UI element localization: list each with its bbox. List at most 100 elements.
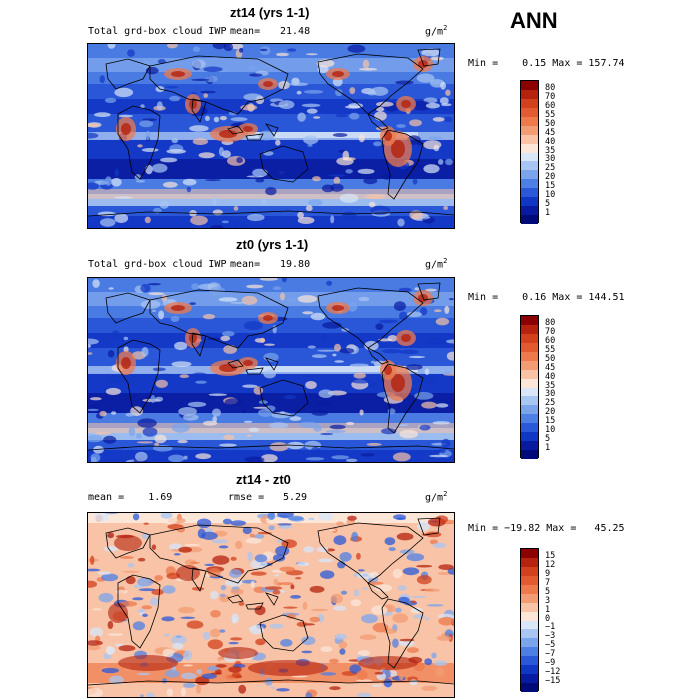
colorbar-swatch [521, 125, 538, 135]
panel1-title: zt14 (yrs 1-1) [230, 5, 310, 20]
season-label: ANN [510, 8, 558, 33]
colorbar-label: −5 [545, 640, 556, 651]
colorbar-swatch [521, 333, 538, 343]
colorbar-swatch [521, 134, 538, 144]
colorbar-swatch [521, 116, 538, 126]
colorbar-label: −12 [545, 667, 561, 678]
colorbar-label: 35 [545, 380, 556, 391]
colorbar-swatch [521, 387, 538, 397]
panel1-colorbar [520, 80, 539, 224]
colorbar-swatch [521, 441, 538, 451]
colorbar-swatch [521, 89, 538, 99]
colorbar-label: 7 [545, 577, 551, 588]
colorbar-swatch [521, 566, 538, 576]
colorbar-swatch [521, 351, 538, 361]
colorbar-swatch [521, 396, 538, 406]
panel1-map [87, 43, 455, 229]
colorbar-swatch [521, 342, 538, 352]
colorbar-label: −3 [545, 631, 556, 642]
panel2-map [87, 277, 455, 463]
panel2-colorbar [520, 315, 539, 459]
panel3-colorbar [520, 548, 539, 692]
colorbar-label: 20 [545, 172, 556, 183]
colorbar-swatch [521, 206, 538, 216]
colorbar-swatch [521, 611, 538, 621]
colorbar-swatch [521, 316, 538, 325]
colorbar-swatch [521, 143, 538, 153]
colorbar-swatch [521, 378, 538, 388]
colorbar-label: 50 [545, 353, 556, 364]
panel3-map [87, 512, 455, 698]
colorbar-swatch [521, 620, 538, 630]
panel2-title: zt0 (yrs 1-1) [236, 237, 309, 252]
colorbar-swatch [521, 215, 538, 224]
colorbar-label: 45 [545, 127, 556, 138]
colorbar-label: 80 [545, 82, 556, 93]
colorbar-label: 50 [545, 118, 556, 129]
colorbar-label: 15 [545, 181, 556, 192]
colorbar-label: 70 [545, 326, 556, 337]
panel2-unit: g/m2 [425, 257, 448, 271]
colorbar-label: 1 [545, 208, 551, 219]
colorbar-swatch [521, 638, 538, 648]
colorbar-swatch [521, 647, 538, 657]
colorbar-label: 30 [545, 154, 556, 165]
colorbar-swatch [521, 629, 538, 639]
colorbar-label: 3 [545, 595, 551, 606]
colorbar-swatch [521, 665, 538, 675]
colorbar-label: 60 [545, 335, 556, 346]
colorbar-label: 60 [545, 100, 556, 111]
colorbar-label: 1 [545, 443, 551, 454]
colorbar-swatch [521, 674, 538, 684]
panel3-left-label: mean = 1.69 [88, 492, 173, 503]
colorbar-label: 40 [545, 136, 556, 147]
panel2-left-label: Total grd-box cloud IWP [88, 259, 227, 270]
panel1-minmax: Min = 0.15 Max = 157.74 [468, 58, 625, 69]
colorbar-label: 20 [545, 407, 556, 418]
colorbar-swatch [521, 593, 538, 603]
colorbar-swatch [521, 432, 538, 442]
colorbar-label: 80 [545, 317, 556, 328]
colorbar-label: −7 [545, 649, 556, 660]
colorbar-label: −15 [545, 676, 561, 687]
colorbar-label: 25 [545, 398, 556, 409]
colorbar-swatch [521, 324, 538, 334]
colorbar-label: 9 [545, 568, 551, 579]
colorbar-label: 12 [545, 559, 556, 570]
colorbar-label: 5 [545, 434, 551, 445]
colorbar-label: 5 [545, 586, 551, 597]
colorbar-label: 10 [545, 425, 556, 436]
colorbar-swatch [521, 170, 538, 180]
colorbar-swatch [521, 152, 538, 162]
colorbar-label: −9 [545, 658, 556, 669]
panel1-left-label: Total grd-box cloud IWP [88, 26, 227, 37]
colorbar-swatch [521, 81, 538, 90]
colorbar-swatch [521, 360, 538, 370]
colorbar-swatch [521, 414, 538, 424]
colorbar-label: 40 [545, 371, 556, 382]
panel3-minmax: Min = −19.82 Max = 45.25 [468, 523, 625, 534]
colorbar-swatch [521, 450, 538, 459]
colorbar-label: 5 [545, 199, 551, 210]
colorbar-swatch [521, 98, 538, 108]
colorbar-swatch [521, 369, 538, 379]
colorbar-label: 55 [545, 109, 556, 120]
colorbar-label: 35 [545, 145, 556, 156]
colorbar-swatch [521, 584, 538, 594]
colorbar-swatch [521, 188, 538, 198]
panel2-stat-label: mean= [230, 259, 261, 270]
colorbar-swatch [521, 549, 538, 558]
colorbar-label: 10 [545, 190, 556, 201]
colorbar-swatch [521, 107, 538, 117]
panel1-unit: g/m2 [425, 24, 448, 38]
colorbar-swatch [521, 423, 538, 433]
panel3-stat-label: rmse = [228, 492, 265, 503]
colorbar-swatch [521, 656, 538, 666]
panel2-minmax: Min = 0.16 Max = 144.51 [468, 292, 625, 303]
panel3-title: zt14 - zt0 [236, 472, 291, 487]
colorbar-swatch [521, 405, 538, 415]
panel3-stat-value: 5.29 [283, 492, 308, 503]
colorbar-swatch [521, 179, 538, 189]
colorbar-swatch [521, 161, 538, 171]
colorbar-swatch [521, 575, 538, 585]
